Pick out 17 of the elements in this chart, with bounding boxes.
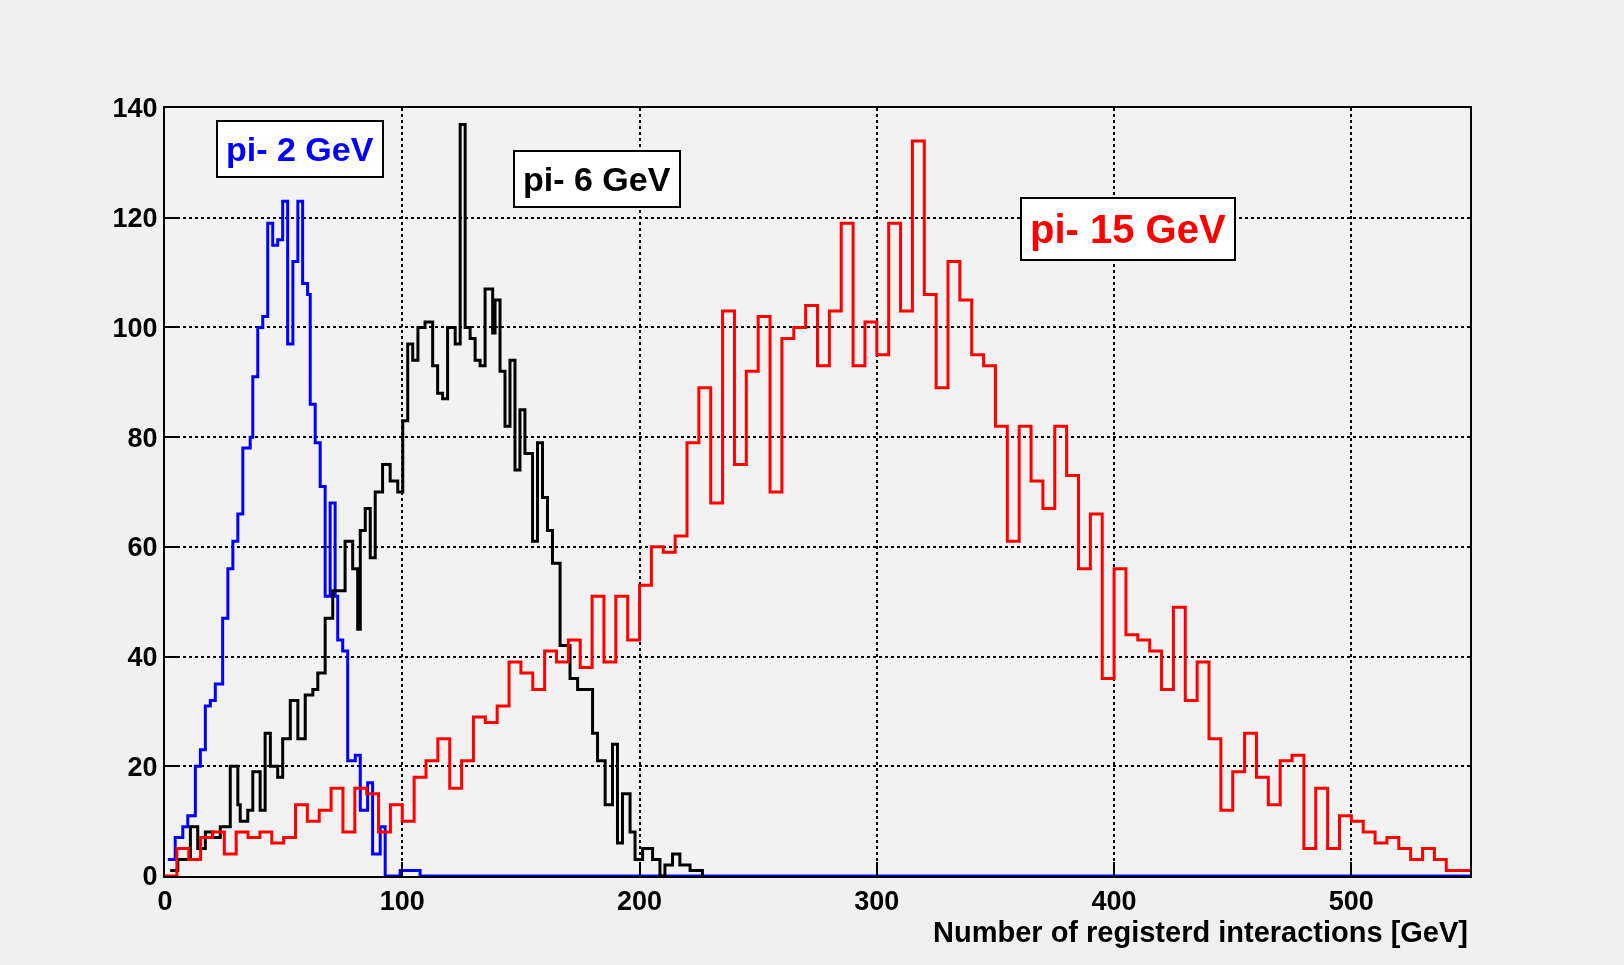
- x-tick-label: 400: [1091, 886, 1137, 917]
- y-tick-label: 20: [127, 751, 158, 782]
- series-label: pi- 6 GeV: [523, 160, 671, 198]
- x-axis-title: Number of registerd interactions [GeV]: [933, 916, 1468, 948]
- series-label: pi- 15 GeV: [1030, 207, 1226, 251]
- x-tick-label: 300: [854, 886, 900, 917]
- series-label: pi- 2 GeV: [226, 130, 374, 168]
- y-tick-label: 140: [112, 93, 158, 124]
- x-tick-label: 500: [1328, 886, 1374, 917]
- x-tick-label: 200: [617, 886, 663, 917]
- y-tick-label: 120: [112, 203, 158, 234]
- y-tick-label: 40: [127, 642, 158, 673]
- x-tick-label: 100: [379, 886, 425, 917]
- y-tick-label: 80: [127, 422, 158, 453]
- y-tick-label: 0: [142, 861, 158, 892]
- y-tick-label: 100: [112, 312, 158, 343]
- y-tick-label: 60: [127, 532, 158, 563]
